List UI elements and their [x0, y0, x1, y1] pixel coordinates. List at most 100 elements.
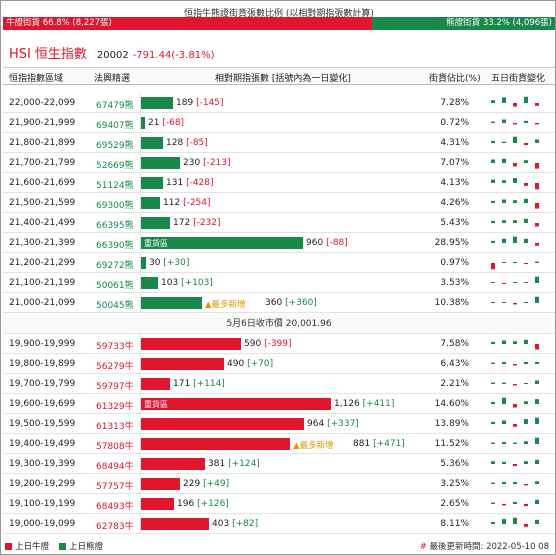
- table-row[interactable]: 19,300-19,399 68494牛 381 [+124] 5.36%: [3, 454, 555, 474]
- qty-number: 490: [227, 359, 245, 369]
- sparkline-bar: [502, 97, 506, 103]
- bull-ratio-segment: 牛證街貨 66.8% (8,227張): [3, 17, 372, 30]
- warrant-code-link[interactable]: 59797牛: [96, 382, 134, 392]
- qty-number: 964: [307, 419, 325, 429]
- table-row[interactable]: 21,100-21,199 50061熊 103 [+103] 3.53%: [3, 273, 555, 293]
- warrant-code-link[interactable]: 66390熊: [96, 241, 134, 251]
- warrant-code-link[interactable]: 61329牛: [96, 402, 134, 412]
- sparkline-bar: [513, 220, 517, 223]
- qty-value: 360 [+360]: [265, 298, 317, 308]
- warrant-code-link[interactable]: 52669熊: [96, 161, 134, 171]
- share-percent: 3.53%: [440, 278, 469, 288]
- range-label: 19,800-19,899: [9, 359, 76, 369]
- table-row[interactable]: 19,100-19,199 68493牛 196 [+126] 2.65%: [3, 494, 555, 514]
- share-percent: 14.60%: [434, 399, 469, 409]
- table-row[interactable]: 21,600-21,699 51124熊 131 [-428] 4.13%: [3, 173, 555, 193]
- five-day-sparkline: [491, 517, 539, 527]
- table-row[interactable]: 21,400-21,499 66395熊 172 [-232] 5.43%: [3, 213, 555, 233]
- warrant-code-link[interactable]: 69300熊: [96, 201, 134, 211]
- warrant-code-link[interactable]: 57808牛: [96, 442, 134, 452]
- range-label: 21,000-21,099: [9, 298, 76, 308]
- range-label: 21,700-21,799: [9, 158, 76, 168]
- table-row[interactable]: 19,000-19,099 62783牛 403 [+82] 8.11%: [3, 514, 555, 534]
- table-row[interactable]: 21,900-21,999 69407熊 21 [-68] 0.72%: [3, 113, 555, 133]
- qty-change: [-145]: [196, 98, 224, 108]
- sparkline-bar: [491, 121, 495, 123]
- warrant-code-link[interactable]: 62783牛: [96, 522, 134, 532]
- warrant-code-link[interactable]: 68493牛: [96, 502, 134, 512]
- table-row[interactable]: 21,700-21,799 52669熊 230 [-213] 7.07%: [3, 153, 555, 173]
- sparkline-bar: [513, 464, 517, 467]
- sparkline-bar: [524, 96, 528, 103]
- warrant-code-link[interactable]: 67479熊: [96, 101, 134, 111]
- five-day-sparkline: [491, 296, 539, 305]
- sparkline-bar: [513, 364, 517, 366]
- share-percent: 13.89%: [434, 419, 469, 429]
- index-name: 恒生指數: [34, 47, 87, 62]
- sparkline-bar: [491, 263, 495, 270]
- five-day-sparkline: [491, 136, 539, 146]
- qty-bar: [141, 338, 241, 350]
- table-row[interactable]: 19,200-19,299 57757牛 229 [+49] 3.25%: [3, 474, 555, 494]
- sparkline-bar: [535, 203, 539, 209]
- warrant-code-link[interactable]: 66395熊: [96, 221, 134, 231]
- sparkline-bar: [524, 160, 528, 163]
- qty-value: 964 [+337]: [307, 419, 359, 429]
- warrant-code-link[interactable]: 68494牛: [96, 462, 134, 472]
- sparkline-bar: [502, 238, 506, 243]
- table-row[interactable]: 21,800-21,899 69529熊 128 [-85] 4.31%: [3, 133, 555, 153]
- qty-number: 403: [212, 519, 230, 529]
- ratio-bar: 牛證街貨 66.8% (8,227張) 熊證街貨 33.2% (4,096張): [3, 17, 555, 30]
- table-row[interactable]: 21,500-21,599 69300熊 112 [-254] 4.26%: [3, 193, 555, 213]
- sparkline-bar: [502, 382, 506, 384]
- share-percent: 11.52%: [434, 439, 469, 449]
- warrant-code-link[interactable]: 69529熊: [96, 141, 134, 151]
- table-row[interactable]: 19,900-19,999 59733牛 590 [-399] 7.58%: [3, 334, 555, 354]
- column-divider: [140, 514, 141, 534]
- range-label: 19,500-19,599: [9, 419, 76, 429]
- qty-number: 128: [166, 138, 184, 148]
- table-row[interactable]: 19,600-19,699 61329牛 重貨區 1,126 [+411] 14.60%: [3, 394, 555, 414]
- sparkline-bar: [491, 362, 495, 364]
- warrant-code-link[interactable]: 56279牛: [96, 362, 134, 372]
- table-row[interactable]: 21,300-21,399 66390熊 重貨區 960 [-88] 28.95%: [3, 233, 555, 253]
- warrant-code-link[interactable]: 50045熊: [96, 301, 134, 311]
- sparkline-bar: [502, 519, 506, 524]
- range-label: 19,200-19,299: [9, 479, 76, 489]
- sparkline-bar: [535, 499, 539, 504]
- five-day-sparkline: [491, 339, 539, 350]
- table-row[interactable]: 22,000-22,099 67479熊 189 [-145] 7.28%: [3, 93, 555, 113]
- warrant-code-link[interactable]: 61313牛: [96, 422, 134, 432]
- warrant-code-link[interactable]: 69407熊: [96, 121, 134, 131]
- legend-bull-label: 上日牛證: [15, 542, 50, 552]
- index-value: 20002: [96, 50, 129, 61]
- warrant-code-link[interactable]: 50061熊: [96, 281, 134, 291]
- sparkline-bar: [502, 504, 506, 506]
- qty-bar: [141, 217, 170, 229]
- table-row[interactable]: 21,200-21,299 69272熊 30 [+30] 0.97%: [3, 253, 555, 273]
- table-row[interactable]: 19,500-19,599 61313牛 964 [+337] 13.89%: [3, 414, 555, 434]
- warrant-code-link[interactable]: 69272熊: [96, 261, 134, 271]
- table-row[interactable]: 21,000-21,099 50045熊 ▲最多新增 360 [+360] 10.38%: [3, 293, 555, 313]
- sparkline-bar: [524, 120, 528, 123]
- qty-bar: 重貨區: [141, 398, 331, 410]
- qty-number: 171: [173, 379, 191, 389]
- sparkline-bar: [513, 303, 517, 305]
- table-row[interactable]: 19,400-19,499 57808牛 ▲最多新增 881 [+471] 11.52%: [3, 434, 555, 454]
- qty-change: [-213]: [203, 158, 231, 168]
- range-label: 19,400-19,499: [9, 439, 76, 449]
- qty-value: 881 [+471]: [353, 439, 405, 449]
- table-row[interactable]: 19,700-19,799 59797牛 171 [+114] 2.21%: [3, 374, 555, 394]
- five-day-sparkline: [491, 380, 539, 386]
- warrant-code-link[interactable]: 57757牛: [96, 482, 134, 492]
- qty-change: [-428]: [186, 178, 214, 188]
- sparkline-bar: [524, 383, 528, 384]
- share-percent: 5.36%: [440, 459, 469, 469]
- warrant-code-link[interactable]: 59733牛: [96, 342, 134, 352]
- qty-change: [+471]: [373, 439, 405, 449]
- warrant-code-link[interactable]: 51124熊: [96, 181, 134, 191]
- table-row[interactable]: 19,800-19,899 56279牛 490 [+70] 6.43%: [3, 354, 555, 374]
- column-divider: [140, 233, 141, 253]
- sparkline-bar: [524, 183, 528, 186]
- column-divider: [140, 474, 141, 494]
